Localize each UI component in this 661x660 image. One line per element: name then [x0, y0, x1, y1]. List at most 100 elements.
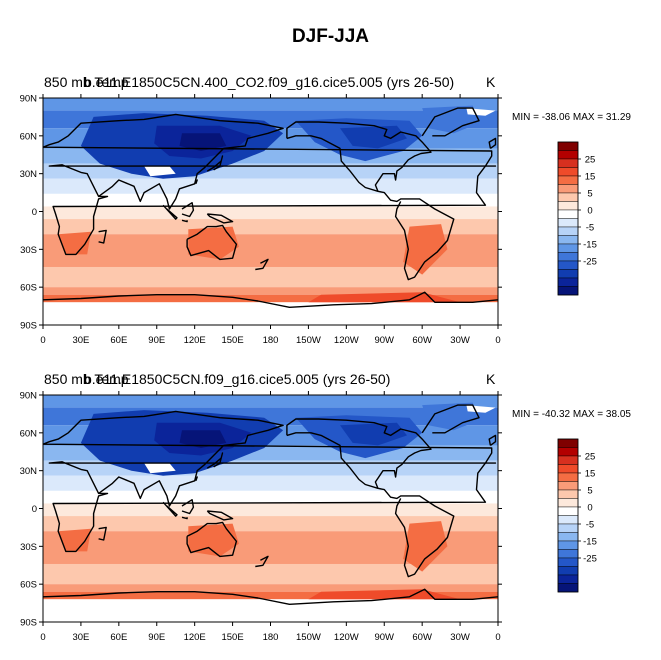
- coastline: [255, 258, 269, 271]
- colorbar-segment: [557, 277, 579, 287]
- lon-tick-label: 60W: [412, 632, 432, 643]
- coastline: [162, 204, 178, 220]
- lat-tick-label: 60N: [20, 428, 38, 439]
- colorbar-segment: [557, 175, 579, 185]
- coastline: [206, 452, 224, 469]
- lon-tick-label: 90E: [148, 632, 165, 643]
- colorbar-segment: [557, 260, 579, 270]
- colorbar-segment: [557, 549, 579, 559]
- coastline: [181, 201, 195, 218]
- lon-tick-label: 0: [495, 335, 500, 346]
- coastline: [421, 404, 480, 434]
- temp-band: [43, 516, 498, 532]
- safrica-warm: [58, 231, 91, 255]
- coastline: [162, 501, 178, 517]
- lat-tick-label: 0: [32, 504, 37, 515]
- coastline: [43, 410, 497, 507]
- lon-tick-label: 120E: [184, 335, 206, 346]
- coastline: [181, 219, 188, 223]
- temp-band: [43, 490, 498, 504]
- southern-ocean-warm: [308, 589, 461, 600]
- colorbar-segment: [557, 192, 579, 202]
- lon-tick-label: 150E: [221, 632, 243, 643]
- colorbar-segment: [557, 489, 579, 499]
- colorbar-segment: [557, 506, 579, 516]
- coastline: [286, 418, 432, 489]
- lon-tick-label: 30E: [72, 632, 89, 643]
- colorbar-segment: [557, 226, 579, 236]
- colorbar-segment: [557, 235, 579, 245]
- lon-tick-label: 60E: [110, 335, 127, 346]
- colorbar-label: 15: [585, 172, 596, 183]
- coastline: [52, 462, 487, 553]
- temp-band: [43, 98, 498, 111]
- colorbar-frame: [557, 141, 579, 296]
- temp-band: [43, 591, 498, 600]
- colorbar-segment: [557, 464, 579, 474]
- southern-ocean-warm: [308, 292, 461, 303]
- colorbar-segment: [557, 286, 579, 296]
- colorbar-label: -15: [583, 537, 597, 548]
- lon-tick-label: 120W: [334, 632, 359, 643]
- coastline: [206, 155, 224, 172]
- colorbar-segment: [557, 141, 579, 151]
- colorbar-segment: [557, 218, 579, 228]
- temp-band: [43, 206, 498, 220]
- lon-tick-label: 120W: [334, 335, 359, 346]
- greenland-region: [422, 402, 479, 431]
- temp-band: [43, 266, 498, 288]
- lat-tick-label: 90N: [20, 391, 38, 402]
- temp-band: [43, 584, 498, 592]
- lat-tick-label: 90N: [20, 94, 38, 105]
- coastline: [255, 555, 269, 568]
- lat-tick-label: 30N: [20, 466, 38, 477]
- panel-1-minmax: MIN = -38.06 MAX = 31.29: [512, 112, 631, 123]
- masked-region: [144, 463, 176, 474]
- colorbar-label: 0: [587, 503, 592, 514]
- colorbar-segment: [557, 523, 579, 533]
- temp-band: [43, 563, 498, 585]
- coastline: [488, 137, 497, 149]
- temp-band: [43, 395, 498, 408]
- colorbar-label: 5: [587, 189, 592, 200]
- coastline: [186, 521, 238, 558]
- figure-title: DJF-JJA: [291, 26, 370, 47]
- lon-tick-label: 60E: [110, 632, 127, 643]
- lon-tick-label: 90W: [374, 335, 394, 346]
- colorbar-segment: [557, 209, 579, 219]
- siberia-min: [179, 133, 227, 151]
- colorbar-label: -5: [586, 520, 594, 531]
- lon-tick-label: 120E: [184, 632, 206, 643]
- temp-band: [43, 287, 498, 295]
- temp-band: [43, 475, 498, 491]
- coastline: [194, 476, 198, 482]
- temp-band: [43, 193, 498, 207]
- temp-band: [43, 294, 498, 303]
- lon-tick-label: 150E: [221, 335, 243, 346]
- coastline: [286, 432, 455, 578]
- siberia-min: [179, 430, 227, 448]
- colorbar-segment: [557, 472, 579, 482]
- colorbar-segment: [557, 455, 579, 465]
- colorbar-label: 25: [585, 155, 596, 166]
- coastline: [52, 165, 487, 256]
- map-field: [43, 98, 498, 325]
- coastline: [286, 121, 432, 192]
- temp-band: [43, 219, 498, 235]
- coastline: [286, 135, 455, 281]
- map-panel-1: 850 mb Temp b.e11.E1850C5CN.400_CO2.f09_…: [0, 68, 661, 358]
- temp-band: [43, 503, 498, 517]
- lon-tick-label: 0: [40, 632, 45, 643]
- colorbar-label: 25: [585, 452, 596, 463]
- lon-tick-label: 90E: [148, 335, 165, 346]
- coastline: [206, 213, 234, 224]
- safrica-warm: [58, 528, 91, 552]
- lat-tick-label: 0: [32, 207, 37, 218]
- lon-tick-label: 30E: [72, 335, 89, 346]
- colorbar-segment: [557, 167, 579, 177]
- coastline: [43, 588, 498, 606]
- panel-1-units-label: K: [486, 74, 496, 90]
- lon-tick-label: 0: [495, 632, 500, 643]
- coastline: [43, 113, 497, 210]
- colorbar-frame: [557, 438, 579, 593]
